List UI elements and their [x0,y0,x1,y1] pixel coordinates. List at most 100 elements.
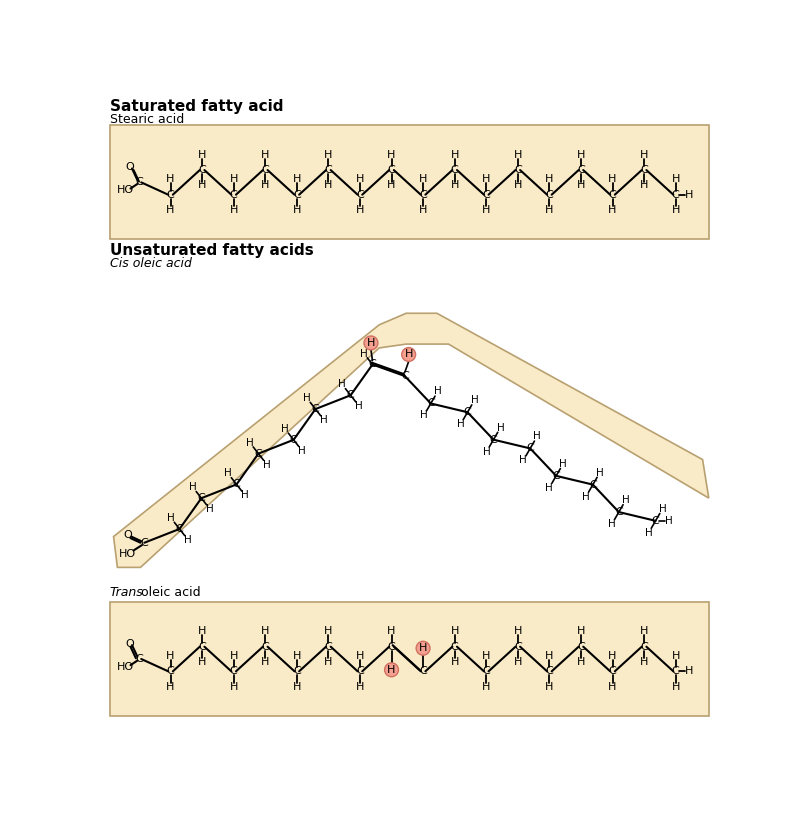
Text: C: C [254,449,262,458]
Text: H: H [582,492,590,501]
Text: H: H [645,527,653,538]
Text: H: H [514,657,522,667]
Text: H: H [685,190,693,199]
Text: H: H [261,181,270,190]
Text: H: H [166,682,174,692]
Text: C: C [262,641,269,652]
Text: H: H [198,626,206,637]
Text: H: H [356,651,364,661]
Text: H: H [450,626,459,637]
Text: H: H [198,657,206,667]
Text: C: C [176,524,183,534]
Text: H: H [685,667,693,676]
Text: H: H [450,657,459,667]
Text: H: H [293,651,301,661]
Text: H: H [545,651,554,661]
Text: C: C [450,165,458,175]
Text: H: H [608,682,617,692]
Text: H: H [577,150,585,160]
Text: C: C [141,538,148,548]
Text: C: C [526,444,534,453]
Text: C: C [388,165,395,175]
Text: H: H [324,626,333,637]
Text: H: H [482,651,490,661]
Text: C: C [388,641,395,652]
Text: C: C [198,165,206,175]
Text: H: H [261,657,270,667]
Text: H: H [320,415,328,425]
Text: H: H [596,467,604,478]
Text: C: C [609,190,616,199]
Text: C: C [615,507,622,517]
Text: H: H [419,643,427,653]
Text: H: H [166,205,174,215]
Text: H: H [166,651,174,661]
Text: C: C [230,667,238,676]
Text: H: H [230,174,238,184]
Text: H: H [450,150,459,160]
Text: H: H [387,665,396,675]
Text: C: C [233,479,241,489]
Text: H: H [671,682,680,692]
Text: C: C [546,190,554,199]
Text: C: C [356,190,364,199]
Text: H: H [470,396,478,405]
Text: H: H [545,682,554,692]
Text: HO: HO [117,185,134,195]
Text: C: C [672,190,679,199]
Text: H: H [324,181,333,190]
Circle shape [416,641,430,655]
Text: Stearic acid: Stearic acid [110,113,184,125]
Text: H: H [450,181,459,190]
Text: C: C [419,667,427,676]
Text: H: H [298,446,306,456]
Text: H: H [356,174,364,184]
Text: C: C [230,190,238,199]
Text: H: H [338,379,346,389]
Text: C: C [552,470,560,481]
Text: H: H [671,205,680,215]
Text: C: C [640,165,648,175]
Text: C: C [401,371,409,381]
Text: H: H [608,519,616,529]
Text: C: C [609,667,616,676]
Text: oleic acid: oleic acid [138,586,201,599]
Text: C: C [346,390,354,400]
Text: H: H [482,447,490,457]
Text: H: H [293,174,301,184]
Circle shape [402,348,416,361]
Text: C: C [482,190,490,199]
Text: H: H [360,348,368,359]
Text: C: C [464,407,471,418]
Text: H: H [577,657,585,667]
Text: H: H [261,150,270,160]
Text: H: H [241,490,249,501]
Text: Trans: Trans [110,586,143,599]
Text: C: C [369,360,376,370]
Text: C: C [577,165,585,175]
Text: H: H [167,513,175,523]
Text: C: C [262,165,269,175]
Text: H: H [324,150,333,160]
Text: C: C [290,435,298,444]
Text: H: H [545,205,554,215]
Text: H: H [640,657,648,667]
Text: H: H [387,181,396,190]
Text: H: H [534,431,541,441]
Text: H: H [356,682,364,692]
Text: C: C [325,165,332,175]
Text: C: C [135,177,143,187]
Text: H: H [482,174,490,184]
Text: C: C [652,516,659,526]
Text: C: C [672,667,679,676]
Text: C: C [293,190,301,199]
Text: H: H [419,174,427,184]
Text: C: C [482,667,490,676]
Text: H: H [184,535,192,545]
Text: H: H [482,205,490,215]
Text: H: H [189,482,197,492]
Text: C: C [450,641,458,652]
Text: H: H [514,150,522,160]
Text: H: H [293,205,301,215]
Text: H: H [608,174,617,184]
